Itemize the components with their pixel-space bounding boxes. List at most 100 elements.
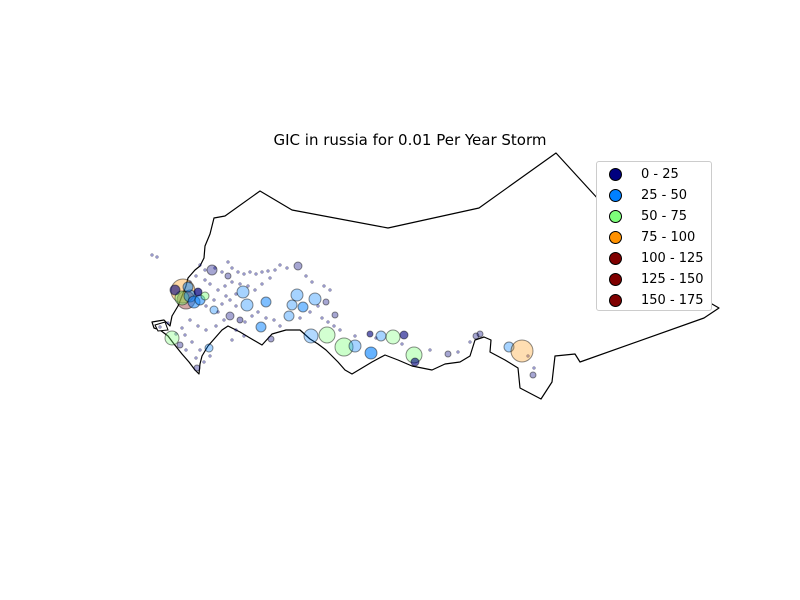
- legend-swatch: [609, 231, 622, 244]
- gic-marker-small: [338, 328, 342, 332]
- gic-marker: [476, 330, 484, 338]
- gic-marker-small: [222, 318, 226, 322]
- gic-marker: [240, 298, 254, 312]
- legend-label: 50 - 75: [641, 209, 688, 224]
- legend-label: 150 - 175: [641, 293, 704, 308]
- gic-marker: [410, 357, 420, 367]
- gic-marker-small: [328, 288, 332, 292]
- gic-marker-small: [214, 324, 218, 328]
- gic-marker-small: [238, 282, 242, 286]
- legend-label: 75 - 100: [641, 230, 696, 245]
- gic-marker-small: [234, 292, 238, 296]
- gic-marker-small: [268, 276, 272, 280]
- legend-label: 0 - 25: [641, 167, 679, 182]
- gic-marker: [366, 330, 374, 338]
- gic-marker-small: [253, 288, 257, 292]
- gic-marker-small: [194, 274, 198, 278]
- gic-marker-small: [204, 328, 208, 332]
- legend-item: 25 - 50: [597, 186, 713, 206]
- gic-marker-small: [278, 263, 282, 267]
- gic-marker-small: [223, 284, 227, 288]
- gic-marker-small: [304, 274, 308, 278]
- legend-item: 125 - 150: [597, 270, 713, 290]
- gic-marker: [224, 272, 232, 280]
- gic-marker-small: [242, 334, 246, 338]
- gic-marker-small: [184, 348, 188, 352]
- gic-marker: [385, 329, 401, 345]
- gic-marker-small: [204, 304, 208, 308]
- gic-marker-small: [254, 272, 258, 276]
- gic-marker-small: [198, 263, 202, 267]
- gic-marker-small: [230, 338, 234, 342]
- legend-swatch: [609, 273, 622, 286]
- gic-marker-small: [150, 253, 154, 257]
- gic-marker-small: [220, 270, 224, 274]
- gic-marker: [375, 330, 387, 342]
- gic-marker-small: [353, 334, 357, 338]
- gic-marker-small: [208, 282, 212, 286]
- gic-marker: [267, 335, 275, 343]
- gic-marker-small: [326, 320, 330, 324]
- gic-marker-small: [155, 255, 159, 259]
- gic-marker: [182, 281, 194, 293]
- gic-marker-small: [468, 340, 472, 344]
- gic-marker-small: [216, 288, 220, 292]
- gic-marker-small: [226, 260, 230, 264]
- gic-marker: [193, 364, 201, 372]
- gic-marker-small: [198, 348, 202, 352]
- gic-marker: [283, 310, 295, 322]
- gic-marker-small: [243, 320, 247, 324]
- gic-marker: [472, 332, 480, 340]
- gic-marker-small: [224, 294, 228, 298]
- gic-marker: [236, 316, 244, 324]
- gic-marker-small: [183, 333, 187, 337]
- gic-marker-small: [208, 354, 212, 358]
- legend-item: 100 - 125: [597, 249, 713, 269]
- kaliningrad-outline: [154, 321, 169, 332]
- legend-swatch: [609, 210, 622, 223]
- legend-label: 100 - 125: [641, 251, 704, 266]
- gic-marker: [255, 321, 267, 333]
- gic-marker: [334, 337, 354, 357]
- legend-item: 0 - 25: [597, 165, 713, 185]
- gic-marker: [204, 343, 214, 353]
- legend-swatch: [609, 189, 622, 202]
- gic-marker: [308, 292, 322, 306]
- gic-marker-small: [332, 324, 336, 328]
- gic-marker-small: [266, 269, 270, 273]
- gic-marker: [260, 296, 272, 308]
- gic-marker-small: [320, 316, 324, 320]
- gic-marker: [200, 291, 210, 301]
- gic-marker: [399, 330, 409, 340]
- gic-marker: [510, 339, 534, 363]
- gic-marker-small: [374, 336, 378, 340]
- gic-marker-small: [272, 318, 276, 322]
- gic-marker: [193, 287, 203, 297]
- gic-marker-small: [308, 310, 312, 314]
- gic-marker-small: [248, 270, 252, 274]
- gic-marker-small: [264, 316, 268, 320]
- gic-marker: [209, 305, 219, 315]
- gic-marker: [331, 311, 339, 319]
- gic-marker: [444, 350, 452, 358]
- gic-marker: [529, 371, 537, 379]
- gic-marker: [348, 339, 362, 353]
- gic-marker: [303, 328, 319, 344]
- legend-item: 150 - 175: [597, 291, 713, 311]
- gic-marker: [225, 311, 235, 321]
- gic-marker-small: [212, 298, 216, 302]
- gic-marker: [322, 298, 330, 306]
- gic-marker-small: [242, 272, 246, 276]
- legend-item: 50 - 75: [597, 207, 713, 227]
- gic-marker: [503, 341, 515, 353]
- gic-marker-small: [174, 332, 178, 336]
- gic-marker: [297, 301, 309, 313]
- legend-item: 75 - 100: [597, 228, 713, 248]
- gic-marker-small: [203, 278, 207, 282]
- gic-marker-small: [202, 360, 206, 364]
- gic-marker: [169, 284, 181, 296]
- gic-marker-small: [428, 348, 432, 352]
- gic-marker-small: [220, 302, 224, 306]
- gic-marker: [164, 330, 180, 346]
